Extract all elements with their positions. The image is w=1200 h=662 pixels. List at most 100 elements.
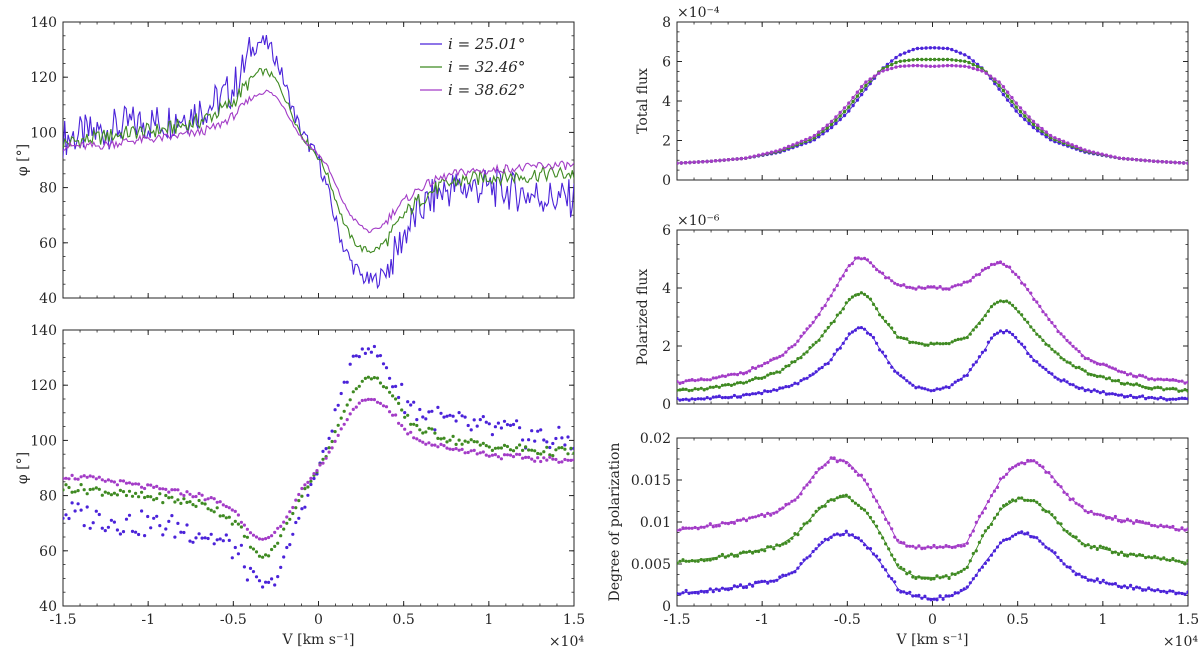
x-exponent: ×10⁴ — [549, 634, 585, 650]
data-point — [941, 64, 945, 68]
data-point — [496, 455, 500, 459]
data-point — [354, 387, 358, 391]
data-point — [717, 524, 721, 528]
data-point — [844, 461, 848, 465]
data-point — [548, 455, 552, 459]
data-point — [890, 66, 894, 71]
data-point — [684, 379, 688, 383]
data-point — [1174, 559, 1178, 563]
data-point — [693, 379, 697, 383]
data-point — [1044, 313, 1048, 317]
data-point — [1138, 383, 1142, 387]
data-point — [236, 513, 240, 517]
data-point — [1110, 551, 1114, 555]
x-axis-label: V [km s⁻¹] — [896, 632, 969, 648]
data-point — [817, 338, 821, 342]
data-point — [911, 383, 915, 387]
data-point — [821, 129, 825, 133]
data-point — [533, 459, 537, 463]
data-point — [1129, 583, 1133, 588]
data-point — [868, 261, 873, 265]
data-point — [179, 530, 183, 534]
data-point — [723, 374, 728, 378]
data-point — [705, 524, 709, 528]
data-point — [902, 590, 906, 594]
data-point — [118, 479, 122, 483]
data-point — [726, 396, 731, 400]
data-point — [844, 268, 848, 272]
y-tick-label: 140 — [30, 323, 57, 339]
data-point — [1005, 502, 1009, 506]
data-point — [1065, 338, 1069, 343]
series-1 — [63, 344, 574, 589]
data-point — [1165, 387, 1169, 391]
data-point — [772, 388, 776, 392]
data-point — [832, 352, 836, 356]
data-point — [91, 475, 95, 479]
data-point — [143, 486, 147, 491]
data-point — [968, 533, 972, 537]
data-point — [530, 429, 534, 433]
data-point — [1119, 585, 1124, 590]
data-point — [775, 543, 779, 547]
data-point — [511, 422, 516, 427]
data-point — [1032, 328, 1036, 332]
data-point — [342, 422, 346, 426]
data-point — [1113, 392, 1117, 396]
data-point — [929, 341, 933, 345]
data-point — [521, 438, 525, 442]
data-point — [115, 493, 119, 497]
data-point — [63, 516, 65, 520]
data-point — [511, 449, 516, 453]
data-point — [1068, 341, 1072, 345]
data-point — [251, 533, 256, 537]
data-point — [403, 415, 407, 419]
data-point — [1056, 483, 1060, 487]
data-point — [542, 438, 546, 442]
data-point — [1041, 508, 1045, 512]
data-point — [1017, 275, 1021, 279]
data-point — [279, 524, 283, 529]
data-point — [1153, 378, 1157, 382]
data-point — [980, 350, 985, 354]
data-point — [708, 558, 712, 562]
data-point — [288, 543, 292, 547]
data-point — [963, 53, 967, 57]
data-point — [817, 313, 821, 317]
data-point — [692, 160, 696, 164]
data-point — [766, 581, 770, 585]
data-point — [924, 46, 928, 50]
data-point — [864, 83, 868, 88]
data-point — [793, 360, 797, 364]
data-point — [778, 544, 782, 548]
data-point — [64, 483, 68, 487]
data-point — [1098, 544, 1102, 548]
data-point — [1132, 521, 1136, 525]
data-point — [757, 376, 761, 380]
data-point — [1047, 370, 1051, 374]
data-point — [372, 376, 376, 380]
data-point — [282, 527, 286, 531]
data-point — [935, 598, 939, 602]
data-point — [784, 364, 788, 368]
data-point — [1026, 458, 1030, 463]
data-point — [327, 450, 331, 454]
data-point — [862, 508, 867, 512]
data-point — [254, 575, 259, 579]
data-point — [902, 51, 907, 55]
data-point — [121, 530, 126, 534]
data-point — [1092, 388, 1096, 392]
data-point — [1026, 351, 1030, 356]
data-point — [775, 388, 779, 392]
data-point — [820, 540, 824, 545]
data-point — [799, 562, 803, 566]
data-point — [487, 454, 491, 458]
data-point — [149, 526, 153, 530]
data-point — [372, 344, 376, 349]
data-point — [73, 509, 77, 513]
data-point — [103, 529, 107, 533]
data-point — [436, 405, 440, 409]
data-point — [273, 544, 277, 549]
y-tick-label: 4 — [662, 94, 671, 110]
data-point — [684, 588, 688, 593]
